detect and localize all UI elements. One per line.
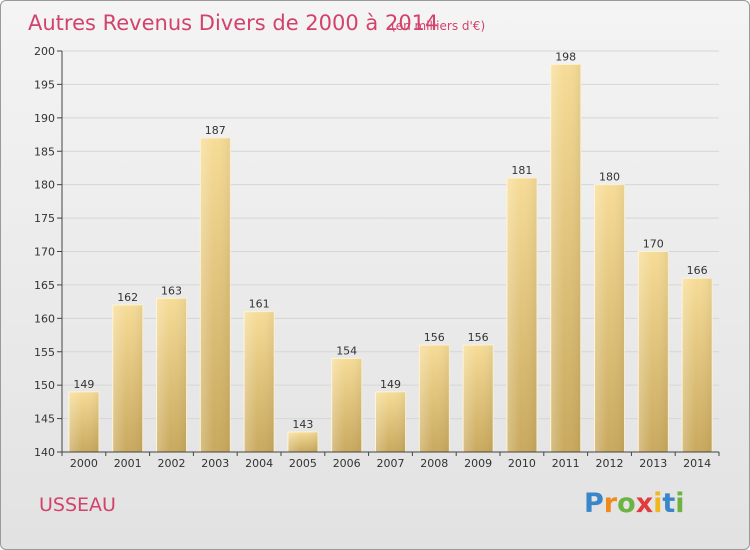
bar-shade bbox=[68, 391, 99, 452]
y-tick-label: 160 bbox=[34, 312, 55, 325]
value-label: 163 bbox=[161, 284, 182, 297]
value-label: 156 bbox=[424, 331, 445, 344]
x-tick-label: 2011 bbox=[552, 457, 580, 470]
axes bbox=[61, 51, 719, 453]
bar-shade bbox=[594, 184, 625, 452]
value-label: 170 bbox=[643, 238, 664, 251]
y-tick-label: 175 bbox=[34, 212, 55, 225]
x-tick-label: 2005 bbox=[289, 457, 317, 470]
logo-letter: t bbox=[662, 488, 676, 519]
logo-letter: x bbox=[635, 488, 654, 519]
y-tick-label: 140 bbox=[34, 446, 55, 459]
bar-shade bbox=[112, 304, 143, 452]
bar-shade bbox=[419, 345, 450, 452]
y-tick-label: 145 bbox=[34, 413, 55, 426]
value-label: 149 bbox=[380, 378, 401, 391]
proxiti-logo: Proxiti bbox=[584, 488, 685, 519]
x-tick-label: 2009 bbox=[464, 457, 492, 470]
value-label: 181 bbox=[511, 164, 532, 177]
place-name: USSEAU bbox=[39, 494, 116, 516]
chart-subtitle: (en milliers d'€) bbox=[391, 19, 485, 33]
y-tick-label: 155 bbox=[34, 346, 55, 359]
value-label: 149 bbox=[73, 378, 94, 391]
x-tick-label: 2012 bbox=[596, 457, 624, 470]
x-tick-label: 2002 bbox=[158, 457, 186, 470]
x-tick-label: 2003 bbox=[201, 457, 229, 470]
value-label: 162 bbox=[117, 291, 138, 304]
x-tick-label: 2008 bbox=[420, 457, 448, 470]
bar-shade bbox=[550, 64, 581, 452]
bars bbox=[68, 63, 713, 453]
value-label: 154 bbox=[336, 344, 357, 357]
bar-shade bbox=[463, 345, 494, 452]
bar-shade bbox=[331, 358, 362, 452]
y-axis-ticks: 140 145 150 155 160 165 170 175 180 185 190 195 200 bbox=[34, 45, 62, 459]
x-tick-label: 2004 bbox=[245, 457, 273, 470]
bar-shade bbox=[375, 391, 406, 452]
value-label: 143 bbox=[292, 418, 313, 431]
x-tick-label: 2007 bbox=[377, 457, 405, 470]
logo-letter: o bbox=[617, 488, 636, 519]
x-tick-label: 2001 bbox=[114, 457, 142, 470]
logo-letter: r bbox=[603, 488, 618, 519]
value-label: 166 bbox=[687, 264, 708, 277]
y-tick-label: 190 bbox=[34, 112, 55, 125]
bar-shade bbox=[244, 311, 275, 452]
bar-shade bbox=[156, 298, 187, 452]
y-tick-label: 200 bbox=[34, 45, 55, 58]
x-tick-label: 2014 bbox=[683, 457, 711, 470]
value-label: 180 bbox=[599, 171, 620, 184]
y-tick-label: 150 bbox=[34, 379, 55, 392]
chart-title: Autres Revenus Divers de 2000 à 2014 bbox=[28, 11, 438, 35]
bar-shade bbox=[682, 278, 713, 452]
x-tick-label: 2006 bbox=[333, 457, 361, 470]
logo-letter: i bbox=[653, 488, 663, 519]
x-axis-ticks: 2000 2001 2002 2003 2004 2005 2006 2007 2008 2009… bbox=[61, 452, 720, 470]
value-label: 156 bbox=[468, 331, 489, 344]
value-label: 161 bbox=[249, 298, 270, 311]
x-tick-label: 2010 bbox=[508, 457, 536, 470]
bar-shade bbox=[638, 251, 669, 452]
value-labels: 149 162 163 187 161 143 154 149 156 156 181 198 180 1… bbox=[73, 50, 707, 431]
value-label: 187 bbox=[205, 124, 226, 137]
logo-letter: i bbox=[675, 488, 685, 519]
y-tick-label: 195 bbox=[34, 78, 55, 91]
x-tick-label: 2013 bbox=[639, 457, 667, 470]
bar-shade bbox=[287, 431, 318, 452]
y-tick-label: 185 bbox=[34, 145, 55, 158]
logo-letter: P bbox=[584, 488, 604, 519]
y-tick-label: 170 bbox=[34, 246, 55, 259]
x-tick-label: 2000 bbox=[70, 457, 98, 470]
y-tick-label: 165 bbox=[34, 279, 55, 292]
bar-shade bbox=[506, 177, 537, 452]
y-tick-label: 180 bbox=[34, 179, 55, 192]
value-label: 198 bbox=[555, 50, 576, 63]
bar-shade bbox=[200, 137, 231, 452]
